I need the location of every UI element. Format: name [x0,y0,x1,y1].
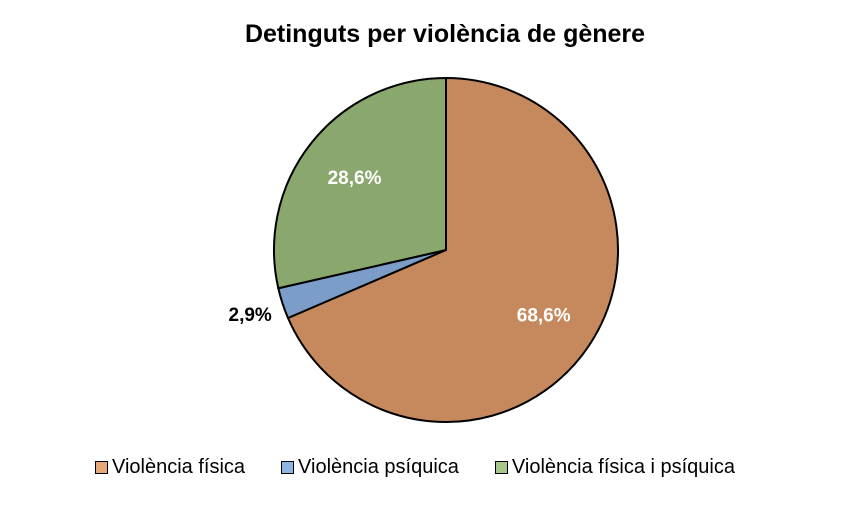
data-label: 28,6% [328,168,382,189]
chart-title: Detinguts per violència de gènere [244,20,646,48]
legend-label: Violència psíquica [298,456,459,478]
legend-swatch [494,461,508,474]
pie-slice [273,76,447,290]
data-label: 2,9% [229,305,272,326]
legend-swatch [95,461,108,474]
legend-item: Violència física i psíquica [494,456,735,479]
data-label: 68,6% [517,305,571,326]
legend-item: Violència física [95,456,245,479]
legend-label: Violència física [112,456,246,478]
legend-swatch [281,461,295,474]
pie-slice [286,76,619,423]
legend: Violència física Violència psíquica Violèn… [95,456,735,479]
legend-label: Violència física i psíquica [511,456,735,478]
legend-item: Violència psíquica [281,456,459,479]
